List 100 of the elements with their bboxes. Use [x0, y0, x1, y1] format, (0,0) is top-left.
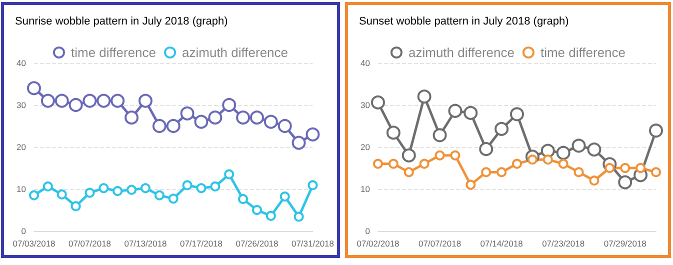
point	[112, 186, 123, 196]
point	[250, 110, 264, 125]
point	[29, 190, 39, 200]
point	[196, 183, 206, 194]
point	[371, 95, 385, 110]
point	[496, 167, 507, 178]
x-tick-label: 07/03/2018	[12, 238, 56, 248]
point	[620, 163, 630, 173]
y-tick-label: 30	[16, 100, 26, 110]
point	[542, 154, 553, 165]
point	[512, 158, 522, 169]
point	[168, 194, 178, 204]
point	[42, 181, 53, 192]
y-tick-label: 0	[21, 226, 26, 236]
point	[434, 150, 445, 160]
point	[154, 190, 164, 200]
point	[294, 212, 304, 222]
x-tick-label: 07/17/2018	[180, 238, 223, 248]
point	[166, 119, 180, 133]
point	[448, 104, 462, 118]
y-tick-label: 20	[16, 142, 26, 152]
point	[589, 176, 600, 186]
point	[238, 194, 248, 204]
point	[373, 158, 383, 169]
point	[222, 98, 236, 112]
point	[180, 106, 194, 120]
point	[27, 81, 41, 96]
point	[208, 110, 222, 125]
x-tick-label: 07/14/2018	[480, 238, 524, 248]
x-tick-label: 07/23/2018	[542, 238, 585, 248]
x-tick-label: 07/07/2018	[68, 238, 112, 248]
point	[402, 148, 416, 162]
point	[152, 119, 166, 133]
point	[124, 110, 139, 125]
point	[194, 114, 208, 129]
point	[466, 180, 476, 190]
point	[481, 167, 492, 178]
legend-label: time difference	[540, 45, 626, 60]
point	[84, 188, 95, 198]
legend-label: time difference	[70, 45, 156, 60]
point	[574, 167, 584, 178]
y-tick-label: 20	[360, 142, 370, 152]
x-tick-label: 07/29/2018	[604, 238, 647, 248]
y-tick-label: 40	[16, 58, 26, 68]
point	[126, 184, 137, 195]
point	[587, 142, 602, 157]
point	[96, 94, 111, 108]
point	[182, 180, 192, 190]
point	[510, 107, 524, 122]
point	[464, 106, 478, 120]
point	[98, 183, 109, 194]
point	[280, 192, 290, 202]
point	[572, 138, 586, 153]
point	[556, 146, 570, 160]
point	[110, 94, 125, 108]
point	[140, 183, 150, 194]
y-tick-label: 30	[360, 100, 370, 110]
point	[494, 122, 509, 136]
point	[292, 136, 306, 150]
point	[306, 127, 320, 142]
point	[54, 94, 69, 108]
chart-title: Sunset wobble pattern in July 2018 (graph)	[359, 16, 569, 28]
point	[404, 167, 414, 178]
point	[40, 94, 55, 108]
x-tick-label: 07/07/2018	[418, 238, 462, 248]
point	[388, 158, 398, 169]
y-tick-label: 10	[360, 184, 370, 194]
y-tick-label: 40	[360, 58, 370, 68]
y-tick-label: 10	[16, 184, 26, 194]
point	[138, 94, 152, 108]
legend-label: azimuth difference	[182, 45, 288, 60]
point	[419, 158, 430, 169]
point	[649, 124, 663, 138]
point	[651, 167, 661, 178]
point	[308, 180, 318, 190]
point	[264, 114, 278, 129]
x-tick-label: 07/31/2018	[291, 238, 334, 248]
point	[636, 163, 646, 173]
x-tick-label: 07/26/2018	[236, 238, 279, 248]
point	[70, 201, 81, 212]
x-tick-label: 07/13/2018	[124, 238, 168, 248]
point	[56, 189, 67, 200]
point	[618, 175, 632, 190]
point	[68, 98, 83, 112]
point	[266, 210, 276, 221]
point	[558, 158, 568, 169]
point	[82, 94, 97, 108]
legend-label: azimuth difference	[408, 45, 514, 60]
point	[252, 205, 262, 215]
point	[386, 126, 400, 140]
point	[236, 110, 250, 125]
y-tick-label: 0	[365, 226, 370, 236]
point	[450, 150, 460, 160]
point	[210, 181, 220, 192]
point	[278, 119, 292, 133]
point	[417, 90, 432, 104]
point	[224, 169, 234, 180]
x-tick-label: 07/02/2018	[356, 238, 400, 248]
chart-title: Sunrise wobble pattern in July 2018 (graph)	[15, 16, 228, 28]
point	[479, 142, 494, 156]
